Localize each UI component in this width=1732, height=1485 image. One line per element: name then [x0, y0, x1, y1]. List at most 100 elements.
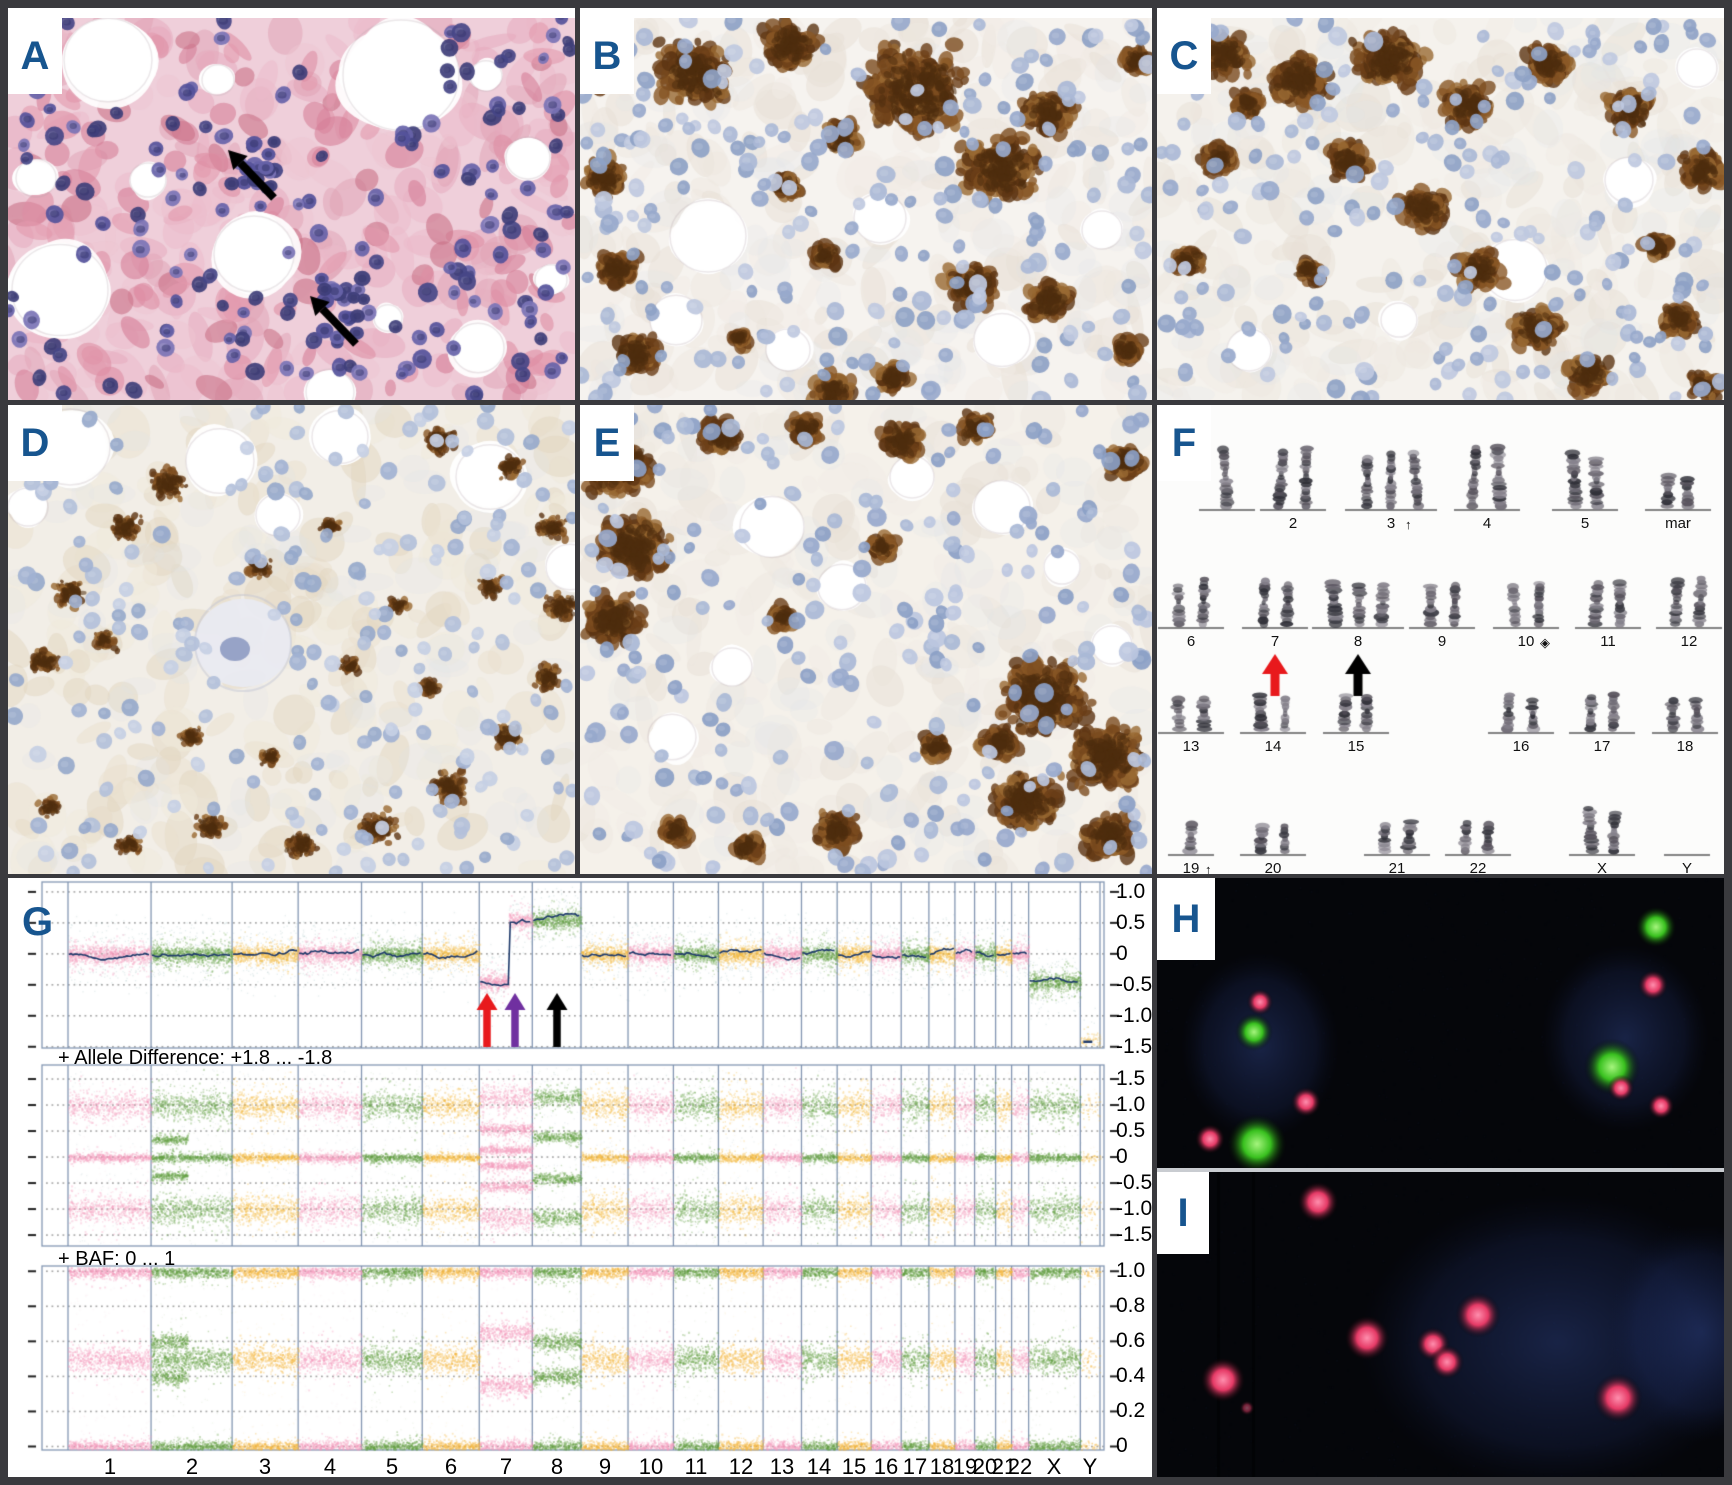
panel-letter-c-text: C	[1169, 33, 1199, 78]
panel-f-karyotype: 2 3 ↑ 4 5 mar 6 7 8 9 10 ◈ 11 12 13 14 15 16 17 18 19 ↑ 20 21 22…	[1157, 405, 1724, 874]
chromosome-group-mark: ◈	[1540, 635, 1550, 650]
y-axis-tick-label: -1.5	[1116, 1223, 1152, 1246]
fish-image-h	[1157, 878, 1724, 1168]
panel-c-ihc-micrograph: C	[1157, 18, 1724, 400]
x-axis-chromosome-label: 7	[499, 1454, 513, 1479]
y-axis-tick-label: 0	[1116, 1145, 1128, 1168]
panel-b-ihc-micrograph: B	[580, 18, 1152, 400]
fish-image-i	[1157, 1172, 1724, 1480]
y-axis-tick-label: 0	[1116, 1434, 1128, 1457]
panel-letter-h-text: H	[1171, 896, 1201, 941]
x-axis-chromosome-label: 13	[769, 1454, 795, 1479]
x-axis-chromosome-label: 10	[638, 1454, 664, 1479]
x-axis-chromosome-label: 19	[952, 1454, 978, 1479]
x-axis-chromosome-label: 16	[873, 1454, 899, 1479]
y-axis-tick-label: -1.0	[1116, 1197, 1152, 1220]
chromosome-group-label: 10	[1517, 633, 1535, 650]
panel-letter-b: B	[580, 18, 634, 94]
panel-letter-e: E	[580, 405, 634, 481]
y-axis-tick-label: 0	[1116, 942, 1128, 965]
chromosome-group-label: 14	[1264, 738, 1282, 755]
y-axis-tick-label: -1.0	[1116, 1004, 1152, 1027]
chromosome-group-label: 13	[1182, 738, 1200, 755]
panel-d-ihc-micrograph: D	[8, 405, 575, 874]
chromosome-group-label: 2	[1288, 515, 1298, 532]
chromosome-group-label: 8	[1353, 633, 1363, 650]
panel-i-fish: I	[1157, 1172, 1724, 1480]
chromosome-group-mark: ↑	[1405, 517, 1412, 532]
x-axis-chromosome-label: 15	[841, 1454, 867, 1479]
x-axis-chromosome-label: 18	[929, 1454, 955, 1479]
chromosome-group-label: mar	[1665, 515, 1691, 532]
x-axis-chromosome-label: 22	[1007, 1454, 1033, 1479]
y-axis-tick-label: 1.0	[1116, 1093, 1146, 1116]
chromosome-group-label: 21	[1388, 860, 1406, 874]
genomic-scatter-plot	[8, 878, 1152, 1480]
divider-vertical-1	[575, 8, 580, 878]
y-axis-tick-label: -0.5	[1116, 973, 1152, 996]
x-axis-chromosome-label: 3	[258, 1454, 272, 1479]
x-axis-chromosome-label: 1	[103, 1454, 117, 1479]
divider-h-i	[1157, 1168, 1724, 1172]
y-axis-tick-label: 0.5	[1116, 1119, 1146, 1142]
track-annotation-label: + BAF: 0 ... 1	[58, 1248, 176, 1270]
panel-h-fish: H	[1157, 878, 1724, 1168]
y-axis-tick-label: -0.5	[1116, 1171, 1152, 1194]
y-axis-tick-label: 0.6	[1116, 1329, 1146, 1352]
x-axis-chromosome-label: Y	[1082, 1454, 1098, 1479]
x-axis-chromosome-label: 4	[323, 1454, 337, 1479]
chromosome-group-label: 15	[1347, 738, 1365, 755]
chromosome-group-label: 12	[1680, 633, 1698, 650]
panel-letter-f-text: F	[1171, 420, 1197, 465]
ihc-micrograph-image-b	[580, 18, 1152, 400]
hne-micrograph-image	[8, 18, 575, 400]
y-axis-tick-label: 0.5	[1116, 911, 1146, 934]
panel-letter-b-text: B	[592, 33, 622, 78]
x-axis-chromosome-label: X	[1046, 1454, 1062, 1479]
x-axis-chromosome-label: 2	[185, 1454, 199, 1479]
panel-a-hne-micrograph: A	[8, 18, 575, 400]
y-axis-tick-label: 0.2	[1116, 1399, 1146, 1422]
y-axis-tick-label: 1.0	[1116, 880, 1146, 903]
chromosome-group-mark: ↑	[1205, 862, 1212, 874]
panel-letter-e-text: E	[593, 420, 621, 465]
chromosome-group-label: Y	[1681, 860, 1692, 874]
chromosome-group-label: 18	[1676, 738, 1694, 755]
x-axis-chromosome-label: 5	[385, 1454, 399, 1479]
chromosome-group-label: 17	[1593, 738, 1611, 755]
x-axis-chromosome-label: 21	[991, 1454, 1017, 1479]
x-axis-chromosome-label: 8	[550, 1454, 564, 1479]
y-axis-tick-label: -1.5	[1116, 1035, 1152, 1058]
chromosome-group-label: 22	[1469, 860, 1487, 874]
panel-letter-d: D	[8, 405, 62, 481]
panel-letter-i: I	[1157, 1172, 1209, 1254]
divider-horizontal-2	[8, 874, 1724, 878]
x-axis-chromosome-label: 12	[728, 1454, 754, 1479]
ihc-micrograph-image-d	[8, 405, 575, 874]
panel-letter-i-text: I	[1177, 1190, 1189, 1235]
chromosome-group-label: 7	[1270, 633, 1280, 650]
y-axis-tick-label: 1.0	[1116, 1259, 1146, 1282]
y-axis-tick-label: 0.4	[1116, 1364, 1146, 1387]
track-annotation-label: + Allele Difference: +1.8 ... -1.8	[58, 1047, 333, 1069]
x-axis-chromosome-label: 14	[806, 1454, 832, 1479]
karyotype-image	[1157, 405, 1724, 874]
chromosome-group-label: 6	[1186, 633, 1196, 650]
genomic-plot-labels: 1.0 0.5 0 -0.5 -1.0 -1.5 1.5 1.0 0.5 0 -0.5 -1.0 -1.…	[8, 878, 1152, 1480]
panel-letter-d-text: D	[20, 420, 50, 465]
divider-vertical-2	[1152, 8, 1157, 1480]
y-axis-tick-label: 1.5	[1116, 1067, 1146, 1090]
chromosome-group-label: 5	[1580, 515, 1590, 532]
x-axis-chromosome-label: 6	[444, 1454, 458, 1479]
chromosome-group-label: 4	[1482, 515, 1492, 532]
panel-letter-a: A	[8, 18, 62, 94]
ihc-micrograph-image-e	[580, 405, 1152, 874]
y-axis-tick-label: 0.8	[1116, 1294, 1146, 1317]
divider-horizontal-1	[8, 400, 1724, 405]
chromosome-group-label: X	[1596, 860, 1607, 874]
x-axis-chromosome-label: 11	[684, 1454, 708, 1479]
x-axis-chromosome-label: 20	[972, 1454, 998, 1479]
panel-letter-a-text: A	[20, 33, 50, 78]
panel-letter-h: H	[1157, 878, 1215, 960]
